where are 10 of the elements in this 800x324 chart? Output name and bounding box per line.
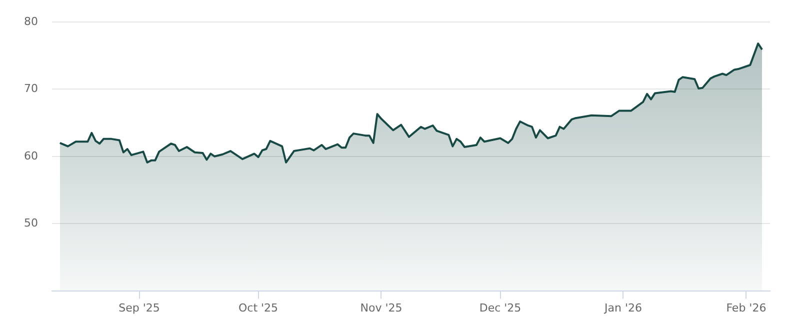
x-tick-label: Dec '25 (479, 301, 522, 314)
x-tick-label: Jan '26 (603, 301, 642, 314)
x-tick-label: Nov '25 (360, 301, 402, 314)
x-tick-label: Sep '25 (118, 301, 160, 314)
y-tick-label: 80 (24, 14, 38, 28)
x-tick-label: Oct '25 (238, 301, 278, 314)
x-tick-label: Feb '26 (726, 301, 766, 314)
y-tick-label: 60 (24, 149, 38, 162)
y-tick-label: 50 (24, 216, 38, 230)
y-tick-label: 70 (24, 82, 38, 96)
